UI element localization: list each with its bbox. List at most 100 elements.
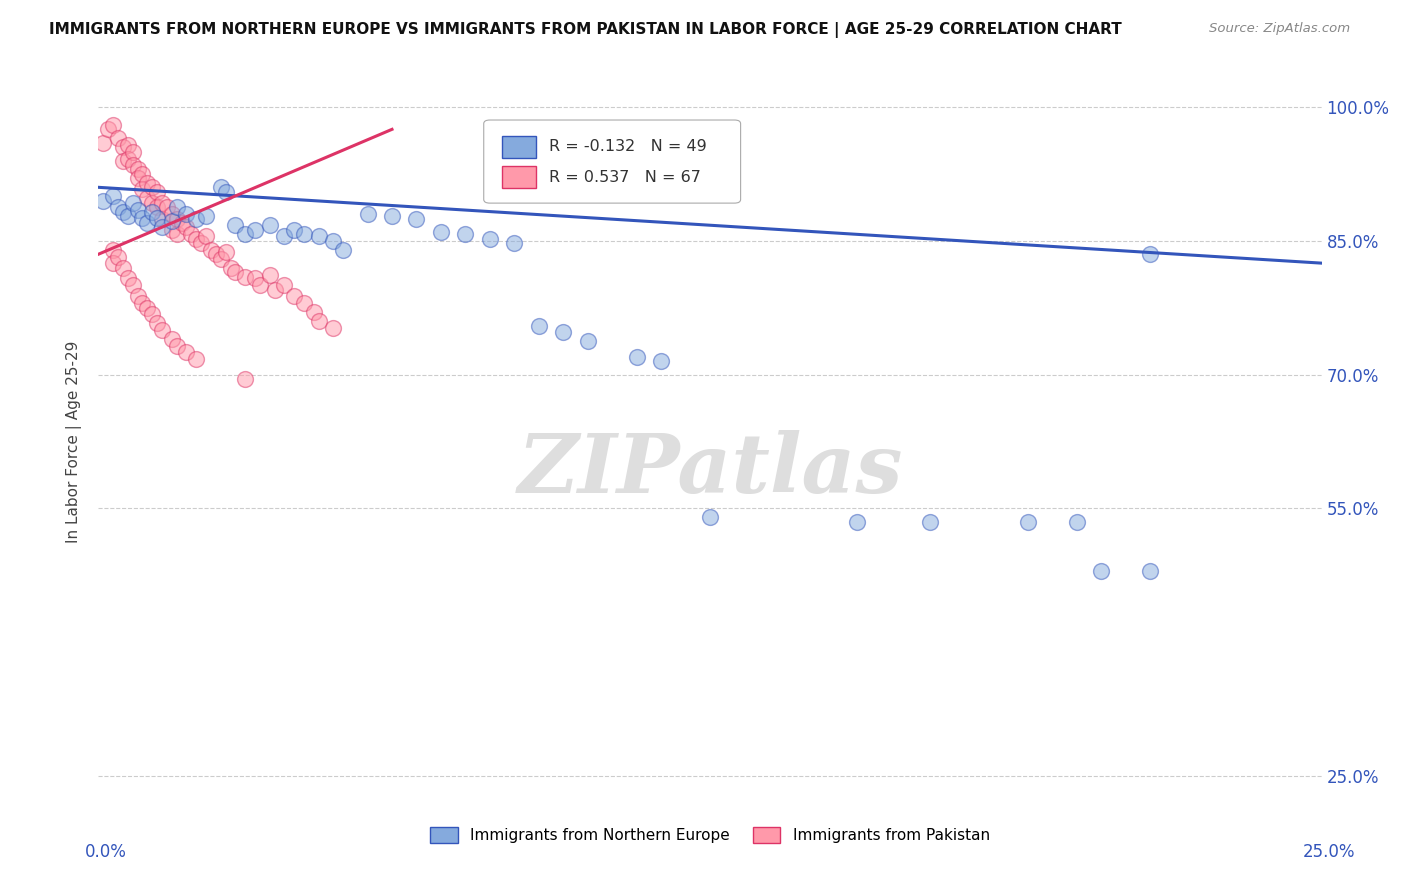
Immigrants from Northern Europe: [454, 227, 477, 241]
Immigrants from Pakistan: [111, 260, 134, 275]
Immigrants from Northern Europe: [146, 211, 169, 225]
Text: R = -0.132   N = 49: R = -0.132 N = 49: [548, 139, 706, 154]
Immigrants from Northern Europe: [111, 205, 134, 219]
Immigrants from Pakistan: [283, 289, 305, 303]
Text: 0.0%: 0.0%: [84, 843, 127, 861]
Immigrants from Pakistan: [195, 229, 218, 244]
Immigrants from Pakistan: [170, 216, 193, 230]
Immigrants from Pakistan: [136, 191, 159, 205]
Text: Source: ZipAtlas.com: Source: ZipAtlas.com: [1209, 22, 1350, 36]
Immigrants from Northern Europe: [259, 218, 281, 232]
Immigrants from Northern Europe: [195, 209, 218, 223]
Immigrants from Pakistan: [127, 171, 149, 186]
Immigrants from Pakistan: [150, 196, 173, 211]
Immigrants from Pakistan: [141, 180, 163, 194]
Immigrants from Pakistan: [107, 131, 129, 145]
Immigrants from Northern Europe: [176, 207, 198, 221]
Immigrants from Pakistan: [224, 265, 246, 279]
Immigrants from Pakistan: [176, 345, 198, 359]
Immigrants from Northern Europe: [503, 235, 526, 250]
Immigrants from Pakistan: [259, 268, 281, 282]
Immigrants from Pakistan: [150, 323, 173, 337]
Immigrants from Pakistan: [117, 137, 139, 152]
Immigrants from Pakistan: [166, 211, 188, 226]
Immigrants from Pakistan: [146, 200, 169, 214]
Y-axis label: In Labor Force | Age 25-29: In Labor Force | Age 25-29: [66, 341, 83, 542]
Immigrants from Pakistan: [273, 278, 295, 293]
Immigrants from Pakistan: [127, 289, 149, 303]
Immigrants from Pakistan: [160, 332, 183, 346]
Immigrants from Pakistan: [131, 167, 153, 181]
Immigrants from Pakistan: [111, 153, 134, 168]
FancyBboxPatch shape: [502, 136, 536, 158]
Immigrants from Pakistan: [308, 314, 330, 328]
Immigrants from Northern Europe: [141, 205, 163, 219]
Immigrants from Northern Europe: [283, 223, 305, 237]
Immigrants from Pakistan: [97, 122, 120, 136]
Immigrants from Pakistan: [141, 196, 163, 211]
Immigrants from Pakistan: [101, 256, 124, 270]
Immigrants from Northern Europe: [430, 225, 453, 239]
Immigrants from Pakistan: [233, 269, 256, 284]
Immigrants from Northern Europe: [478, 232, 501, 246]
Immigrants from Northern Europe: [405, 211, 427, 226]
Immigrants from Northern Europe: [308, 229, 330, 244]
Immigrants from Pakistan: [200, 243, 222, 257]
Immigrants from Pakistan: [111, 140, 134, 154]
Immigrants from Pakistan: [322, 321, 344, 335]
Immigrants from Pakistan: [176, 220, 198, 235]
Immigrants from Northern Europe: [131, 211, 153, 225]
Immigrants from Pakistan: [121, 145, 143, 159]
Immigrants from Pakistan: [141, 307, 163, 321]
Immigrants from Pakistan: [121, 278, 143, 293]
Immigrants from Pakistan: [146, 316, 169, 330]
Immigrants from Northern Europe: [1090, 564, 1112, 578]
Immigrants from Northern Europe: [214, 185, 236, 199]
Immigrants from Pakistan: [214, 244, 236, 259]
Immigrants from Pakistan: [180, 227, 202, 241]
Immigrants from Pakistan: [186, 351, 208, 366]
Text: 25.0%: 25.0%: [1302, 843, 1355, 861]
Immigrants from Northern Europe: [626, 350, 648, 364]
Immigrants from Pakistan: [263, 283, 285, 297]
Text: IMMIGRANTS FROM NORTHERN EUROPE VS IMMIGRANTS FROM PAKISTAN IN LABOR FORCE | AGE: IMMIGRANTS FROM NORTHERN EUROPE VS IMMIG…: [49, 22, 1122, 38]
Immigrants from Northern Europe: [107, 200, 129, 214]
Immigrants from Northern Europe: [243, 223, 266, 237]
Immigrants from Northern Europe: [576, 334, 599, 348]
Immigrants from Northern Europe: [1017, 515, 1039, 529]
Text: R = 0.537   N = 67: R = 0.537 N = 67: [548, 169, 700, 185]
FancyBboxPatch shape: [502, 166, 536, 188]
Immigrants from Pakistan: [131, 182, 153, 196]
Immigrants from Northern Europe: [186, 211, 208, 226]
Immigrants from Northern Europe: [91, 194, 114, 208]
Immigrants from Pakistan: [146, 185, 169, 199]
Immigrants from Pakistan: [243, 271, 266, 285]
Immigrants from Pakistan: [107, 250, 129, 264]
Immigrants from Pakistan: [209, 252, 232, 266]
Immigrants from Pakistan: [205, 247, 228, 261]
Immigrants from Northern Europe: [273, 229, 295, 244]
Text: ZIPatlas: ZIPatlas: [517, 431, 903, 510]
Immigrants from Pakistan: [166, 339, 188, 353]
Immigrants from Pakistan: [101, 118, 124, 132]
Immigrants from Pakistan: [166, 227, 188, 241]
Immigrants from Pakistan: [121, 158, 143, 172]
Immigrants from Northern Europe: [292, 227, 315, 241]
Immigrants from Northern Europe: [553, 325, 575, 339]
Immigrants from Northern Europe: [150, 220, 173, 235]
Immigrants from Northern Europe: [650, 354, 672, 368]
Immigrants from Pakistan: [101, 243, 124, 257]
Immigrants from Pakistan: [302, 305, 325, 319]
Legend: Immigrants from Northern Europe, Immigrants from Pakistan: Immigrants from Northern Europe, Immigra…: [425, 822, 995, 849]
Immigrants from Pakistan: [292, 296, 315, 310]
Immigrants from Pakistan: [136, 176, 159, 190]
Immigrants from Northern Europe: [136, 216, 159, 230]
Immigrants from Pakistan: [190, 235, 212, 250]
Immigrants from Northern Europe: [1139, 564, 1161, 578]
Immigrants from Pakistan: [150, 211, 173, 226]
Immigrants from Pakistan: [117, 152, 139, 166]
Immigrants from Northern Europe: [356, 207, 378, 221]
Immigrants from Pakistan: [186, 232, 208, 246]
Immigrants from Pakistan: [136, 301, 159, 315]
Immigrants from Northern Europe: [121, 196, 143, 211]
